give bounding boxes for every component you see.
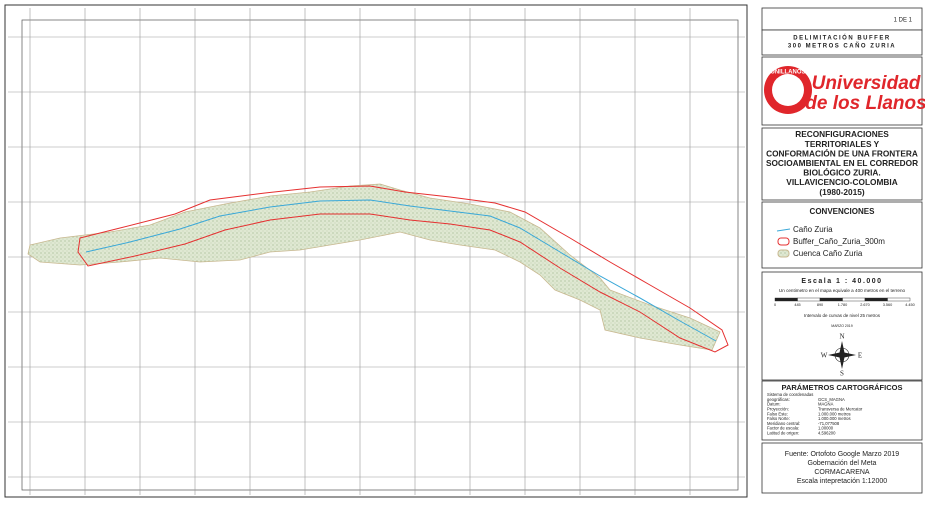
- parameter-name: geográficas:: [767, 397, 790, 402]
- map-inner-frame: [21, 19, 739, 491]
- parameter-name: Datum:: [767, 402, 781, 407]
- parameter-name: Latitud de origen:: [767, 431, 799, 436]
- logo-name: Universidad: [812, 73, 921, 94]
- project-title-line: BIOLÓGICO ZURIA.: [803, 167, 880, 178]
- scale-segment: [774, 297, 798, 302]
- parameter-value: GCS_MAGNA: [818, 397, 845, 402]
- basin: [27, 183, 721, 351]
- logo-name: de los Llanos: [805, 93, 925, 114]
- source-line: Escala intepretación 1:12000: [797, 478, 887, 485]
- compass-s: S: [840, 370, 844, 378]
- legend-river-symbol: [776, 228, 791, 232]
- map-title: 300 METROS CAÑO ZURIA: [788, 43, 896, 50]
- source-line: CORMACARENA: [814, 469, 870, 476]
- parameter-name: Sistema de coordenadas: [767, 392, 813, 397]
- parameter-name: Falso Este:: [767, 411, 788, 416]
- project-title-line: VILLAVICENCIO-COLOMBIA: [786, 177, 897, 187]
- legend-title: CONVENCIONES: [810, 207, 876, 216]
- scale-segment: [887, 297, 911, 302]
- sheet-number: 1 DE 1: [894, 18, 913, 24]
- date: MARZO 2019: [831, 324, 852, 328]
- legend-label: Caño Zuria: [793, 225, 833, 234]
- parameter-value: MAGNA: [818, 402, 834, 407]
- compass-e: E: [858, 352, 862, 360]
- scale-label: 0: [774, 303, 776, 307]
- project-title-line: CONFORMACIÓN DE UNA FRONTERA: [766, 147, 918, 158]
- project-title-line: SOCIOAMBIENTAL EN EL CORREDOR: [766, 158, 918, 168]
- parameter-name: Meridiano central:: [767, 421, 800, 426]
- parameter-value: 1.000.000 metros: [818, 411, 851, 416]
- logo-seal-inner: [772, 74, 804, 106]
- scale-label: 3.560: [883, 303, 893, 307]
- scale-segment: [819, 297, 843, 302]
- compass: N S E W: [821, 333, 862, 378]
- parameter-value: -71,077508: [818, 421, 840, 426]
- logo-seal-text: UNILLANOS: [771, 70, 806, 76]
- parameters-box: [761, 380, 923, 441]
- river: [85, 199, 717, 342]
- legend-box: [761, 201, 923, 269]
- contour-note: Intervalo de curvas de nivel 25 metros: [804, 313, 881, 318]
- sidebar: 1 DE 1 DELIMITACIÓN BUFFER 300 METROS CA…: [761, 7, 925, 494]
- compass-n: N: [839, 333, 844, 341]
- buffer-outline: [77, 185, 729, 353]
- scale-segment: [864, 297, 888, 302]
- legend-buffer-symbol: [777, 237, 790, 246]
- scale-label: 4.450: [905, 303, 915, 307]
- parameters-title: PARÁMETROS CARTOGRÁFICOS: [782, 383, 903, 392]
- scale-label: 2.670: [860, 303, 870, 307]
- scale-bar: 0 445 890 1.780 2.670 3.560 4.450: [774, 297, 915, 307]
- project-title-box: [761, 127, 923, 201]
- legend-label: Cuenca Caño Zuria: [793, 249, 863, 258]
- compass-w: W: [821, 352, 828, 360]
- map-title: DELIMITACIÓN BUFFER: [793, 34, 890, 42]
- scale-segment: [797, 297, 821, 302]
- parameter-value: Transversa de Mercator: [818, 407, 863, 412]
- scale-label: 890: [817, 303, 823, 307]
- project-title-line: TERRITORIALES Y: [805, 139, 880, 149]
- map-title-box: [761, 29, 923, 56]
- parameter-value: 1.000.000 metros: [818, 416, 851, 421]
- parameter-name: Factor de escala:: [767, 426, 799, 431]
- project-title-line: (1980-2015): [819, 187, 864, 197]
- project-title-line: RECONFIGURACIONES: [795, 129, 889, 139]
- source-line: Fuente: Ortofoto Google Marzo 2019: [785, 451, 900, 458]
- parameter-name: Falso Norte:: [767, 416, 790, 421]
- scale-title: Escala 1 : 40.000: [801, 278, 882, 285]
- legend-basin-symbol: [777, 249, 790, 258]
- scale-segment: [842, 297, 866, 302]
- source-box: [761, 442, 923, 494]
- scale-label: 445: [794, 303, 800, 307]
- source-line: Gobernación del Meta: [808, 460, 877, 467]
- legend-label: Buffer_Caño_Zuria_300m: [793, 237, 885, 246]
- parameter-value: 4,596200: [818, 431, 836, 436]
- parameter-name: Proyección:: [767, 407, 789, 412]
- parameter-value: 1,00000: [818, 426, 834, 431]
- scale-label: 1.780: [838, 303, 848, 307]
- scale-note: Un centimetro en el mapa equivale a 400 …: [779, 288, 906, 293]
